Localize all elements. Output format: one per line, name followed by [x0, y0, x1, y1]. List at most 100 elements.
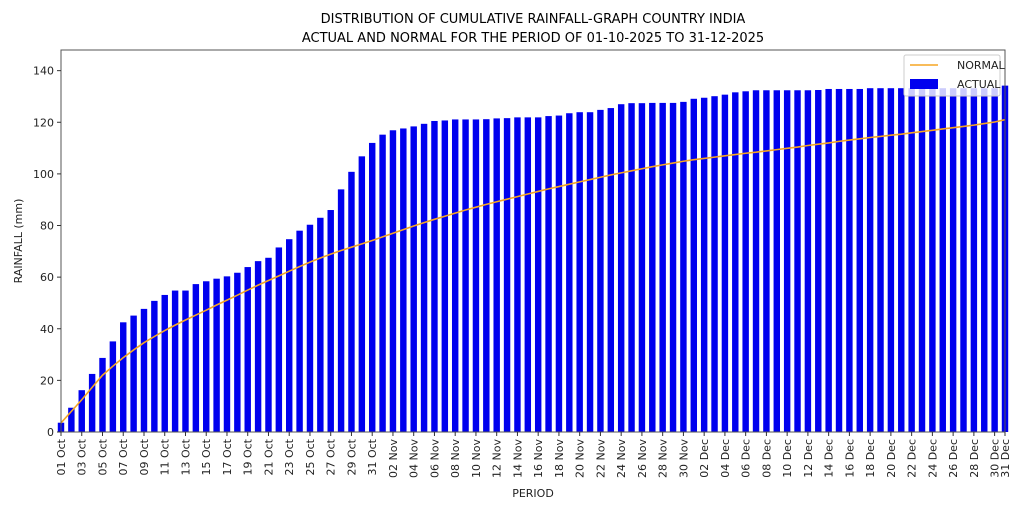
actual-bar: [514, 117, 521, 433]
x-tick-label: 06 Nov: [428, 439, 441, 478]
actual-bar: [846, 88, 853, 432]
x-tick-label: 01 Oct: [55, 438, 68, 475]
actual-bar: [368, 142, 376, 432]
x-axis-label: PERIOD: [512, 487, 554, 500]
actual-bar: [970, 88, 978, 432]
x-tick-label: 15 Oct: [200, 438, 213, 475]
actual-bar: [78, 390, 85, 432]
actual-bar: [690, 98, 698, 432]
x-tick-label: 05 Oct: [96, 438, 109, 475]
x-tick-label: 12 Dec: [802, 439, 815, 478]
x-tick-label: 08 Nov: [449, 439, 462, 478]
actual-bar: [825, 88, 832, 432]
x-tick-label: 30 Dec: [989, 439, 1002, 478]
actual-bar: [275, 247, 283, 432]
actual-bar: [835, 88, 843, 432]
actual-bar: [866, 88, 874, 432]
y-tick-label: 80: [40, 220, 54, 233]
actual-bar: [306, 224, 314, 432]
actual-bar: [534, 117, 542, 433]
actual-bar: [451, 119, 459, 432]
actual-bar: [337, 189, 345, 432]
x-axis: 01 Oct 03 Oct 05 Oct 07 Oct 09 Oct 11 Oct 13 O…: [55, 432, 1012, 478]
actual-bar: [317, 217, 324, 432]
x-tick-label: 30 Nov: [677, 439, 690, 478]
x-tick-label: 16 Dec: [843, 439, 856, 478]
actual-bar: [742, 91, 749, 432]
x-tick-label: 03 Oct: [76, 438, 89, 475]
actual-bar: [524, 117, 532, 433]
actual-bar: [441, 120, 449, 433]
actual-bar: [804, 90, 812, 432]
actual-bar: [898, 88, 905, 432]
actual-bar: [171, 290, 179, 432]
actual-bar: [545, 116, 552, 432]
actual-bar: [327, 210, 334, 432]
actual-bar: [140, 308, 148, 432]
actual-bar: [659, 102, 666, 432]
x-tick-label: 28 Nov: [657, 439, 670, 478]
actual-bar: [700, 97, 708, 432]
actual-bar: [628, 103, 635, 432]
actual-bar: [763, 90, 770, 432]
x-tick-label: 18 Dec: [864, 439, 877, 478]
actual-bar: [752, 90, 760, 432]
x-tick-label: 11 Oct: [159, 438, 172, 475]
x-tick-label: 08 Dec: [760, 439, 773, 478]
x-tick-label: 16 Nov: [532, 439, 545, 478]
actual-bar: [358, 156, 366, 432]
normal-line: [60, 118, 1006, 424]
actual-bar: [462, 119, 469, 432]
actual-bar: [68, 407, 75, 432]
actual-bar: [483, 119, 490, 432]
actual-bar: [431, 120, 438, 432]
x-tick-label: 13 Oct: [179, 438, 192, 475]
actual-bar: [815, 90, 822, 432]
x-tick-label: 27 Oct: [325, 438, 338, 475]
x-tick-label: 22 Dec: [906, 439, 919, 478]
x-tick-label: 17 Oct: [221, 438, 234, 475]
actual-bar: [213, 278, 220, 432]
actual-bar: [566, 113, 573, 433]
x-tick-label: 04 Dec: [719, 439, 732, 478]
actual-bar: [794, 90, 801, 432]
y-tick-label: 20: [40, 374, 54, 387]
x-tick-label: 20 Dec: [885, 439, 898, 478]
x-tick-label: 07 Oct: [117, 438, 130, 475]
x-tick-label: 20 Nov: [574, 439, 587, 478]
x-tick-label: 26 Nov: [636, 439, 649, 478]
y-tick-label: 60: [40, 271, 54, 284]
x-tick-label: 26 Dec: [947, 439, 960, 478]
actual-bar: [348, 171, 355, 432]
actual-bar: [109, 341, 117, 432]
plot-frame: [60, 49, 1006, 433]
actual-bar: [265, 257, 272, 432]
actual-bar: [721, 94, 729, 432]
actual-bar: [203, 281, 210, 432]
x-tick-label: 18 Nov: [553, 439, 566, 478]
x-tick-label: 12 Nov: [491, 439, 504, 478]
x-tick-label: 23 Oct: [283, 438, 296, 475]
actual-bar: [908, 88, 915, 432]
actual-bar: [493, 118, 500, 432]
actual-bar: [617, 104, 625, 433]
legend-actual-swatch: [910, 79, 938, 89]
actual-bar: [99, 357, 106, 432]
actual-bar: [151, 300, 158, 432]
actual-bar: [389, 130, 397, 433]
x-tick-label: 19 Oct: [242, 438, 255, 475]
y-tick-label: 120: [33, 116, 54, 129]
actual-bar: [960, 88, 967, 432]
actual-bar: [887, 88, 895, 432]
actual-bar: [130, 315, 137, 432]
x-tick-label: 02 Nov: [387, 439, 400, 478]
actual-bar: [234, 272, 241, 432]
y-axis: 0 20 40 60 80 100 120 140: [33, 65, 61, 439]
x-tick-label: 14 Dec: [823, 439, 836, 478]
actual-bar: [877, 88, 884, 432]
actual-bar: [981, 88, 988, 432]
actual-bar: [576, 112, 583, 433]
actual-bar: [555, 115, 563, 433]
actual-bar: [192, 284, 200, 432]
